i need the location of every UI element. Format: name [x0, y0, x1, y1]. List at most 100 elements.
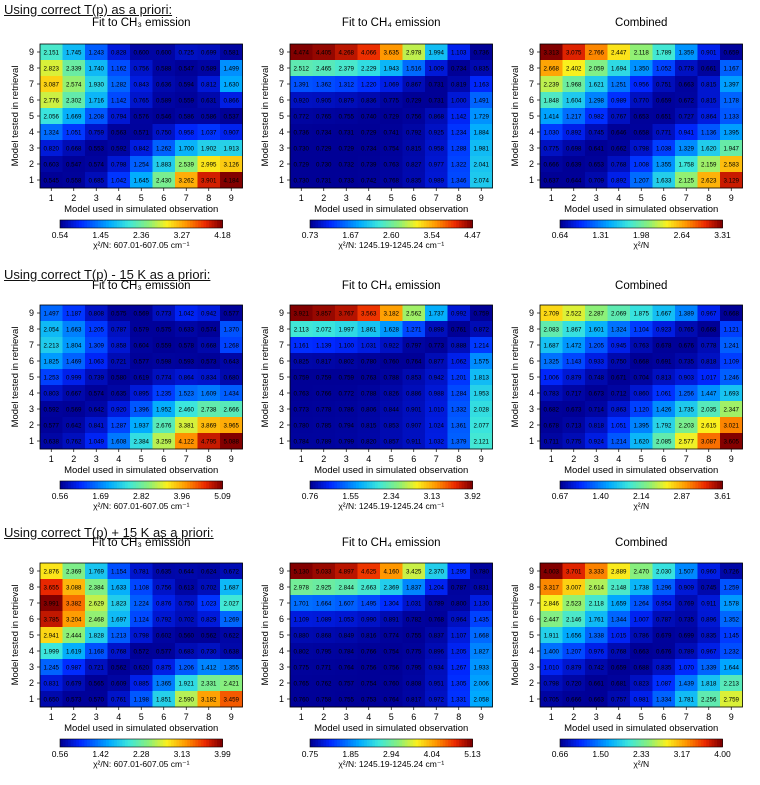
heatmap-cell: [675, 369, 698, 386]
heatmap-cell: [107, 337, 131, 354]
cell-value-label: 0.577: [44, 422, 60, 429]
heatmap-cell: [720, 627, 743, 644]
heatmap-cell: [175, 140, 198, 157]
heatmap-cell: [290, 172, 313, 189]
cell-value-label: 2.347: [724, 406, 740, 413]
heatmap-cell: [585, 305, 608, 322]
colorbar-tick-label: 2.14: [633, 491, 650, 501]
colorbar-segment: [717, 481, 721, 489]
panel-title: Combined: [615, 17, 667, 29]
cell-value-label: 2.738: [201, 406, 217, 413]
cell-value-label: 2.846: [544, 600, 560, 607]
colorbar-segment: [361, 739, 365, 747]
heatmap-cell: [175, 124, 198, 141]
heatmap-cell: [697, 369, 721, 386]
cell-value-label: 1.062: [451, 358, 467, 365]
x-tick-label: 4: [116, 454, 121, 464]
cell-value-label: 0.765: [294, 680, 310, 687]
cell-value-label: 0.563: [111, 129, 127, 136]
heatmap-cell: [470, 579, 493, 596]
heatmap-cell: [652, 156, 676, 173]
heatmap-cell: [175, 611, 198, 628]
heatmap-cell: [697, 156, 721, 173]
cell-value-label: 0.794: [111, 113, 127, 120]
colorbar-segment: [192, 481, 196, 489]
colorbar-segment: [633, 739, 637, 747]
heatmap-cell: [470, 76, 493, 93]
cell-value-label: 0.641: [589, 145, 605, 152]
heatmap-cell: [720, 321, 743, 338]
cell-value-label: 0.780: [294, 422, 310, 429]
x-tick-label: 2: [571, 193, 576, 203]
heatmap-cell: [290, 691, 313, 708]
heatmap-cell: [197, 92, 221, 109]
cell-value-label: 1.109: [294, 616, 310, 623]
colorbar-segment: [135, 739, 139, 747]
cell-value-label: 1.168: [89, 648, 105, 655]
cell-value-label: 1.499: [224, 65, 240, 72]
colorbar-segment: [84, 739, 88, 747]
colorbar-tick-label: 2.36: [133, 230, 150, 240]
heatmap-cell: [630, 76, 653, 93]
cell-value-label: 0.942: [201, 310, 217, 317]
cell-value-label: 1.142: [451, 113, 467, 120]
heatmap-cell: [62, 433, 86, 450]
heatmap-cell: [675, 337, 698, 354]
heatmap-cell: [562, 353, 586, 370]
cell-value-label: 0.704: [634, 374, 650, 381]
heatmap-cell: [447, 337, 471, 354]
colorbar-segment: [149, 220, 153, 228]
colorbar-segment: [364, 739, 368, 747]
heatmap-cell: [447, 675, 471, 692]
colorbar-segment: [152, 220, 156, 228]
cell-value-label: 1.619: [66, 648, 82, 655]
cell-value-label: 2.539: [179, 161, 195, 168]
colorbar-segment: [434, 739, 438, 747]
colorbar-segment: [461, 220, 465, 228]
colorbar-segment: [570, 481, 574, 489]
cell-value-label: 0.857: [384, 438, 400, 445]
cell-value-label: 0.589: [156, 97, 172, 104]
cell-value-label: 0.797: [406, 342, 422, 349]
colorbar-segment: [315, 220, 319, 228]
heatmap-cell: [152, 627, 176, 644]
cell-value-label: 0.782: [406, 616, 422, 623]
cell-value-label: 0.924: [589, 438, 605, 445]
heatmap-cell: [585, 433, 608, 450]
cell-value-label: 3.182: [384, 310, 400, 317]
heatmap-cell: [152, 156, 176, 173]
cell-value-label: 1.687: [544, 342, 560, 349]
cell-value-label: 2.759: [724, 696, 740, 703]
cell-value-label: 2.614: [589, 584, 605, 591]
heatmap-cell: [540, 124, 563, 141]
colorbar-tick-label: 2.28: [133, 749, 150, 759]
heatmap-cell: [447, 579, 471, 596]
heatmap-cell: [630, 172, 653, 189]
cell-value-label: 0.731: [339, 129, 355, 136]
cell-value-label: 1.491: [474, 97, 490, 104]
cell-value-label: 0.750: [179, 600, 195, 607]
x-tick-label: 5: [389, 193, 394, 203]
x-tick-label: 9: [229, 193, 234, 203]
heatmap-cell: [152, 659, 176, 676]
heatmap-cell: [607, 44, 631, 61]
heatmap-cell: [447, 659, 471, 676]
heatmap-cell: [470, 611, 493, 628]
heatmap-cell: [130, 643, 153, 660]
heatmap-cell: [697, 92, 721, 109]
cell-value-label: 0.653: [634, 113, 650, 120]
cell-value-label: 0.823: [634, 680, 650, 687]
cell-value-label: 0.911: [406, 438, 422, 445]
heatmap-cell: [175, 401, 198, 418]
colorbar-segment: [331, 739, 335, 747]
heatmap-cell: [40, 627, 63, 644]
cell-value-label: 2.041: [474, 161, 490, 168]
colorbar-segment: [78, 220, 83, 228]
heatmap-cell: [312, 369, 336, 386]
heatmap-cell: [175, 385, 198, 402]
heatmap-cell: [562, 659, 586, 676]
colorbar-segment: [195, 220, 199, 228]
x-tick-label: 8: [456, 712, 461, 722]
cell-value-label: 0.923: [656, 326, 672, 333]
